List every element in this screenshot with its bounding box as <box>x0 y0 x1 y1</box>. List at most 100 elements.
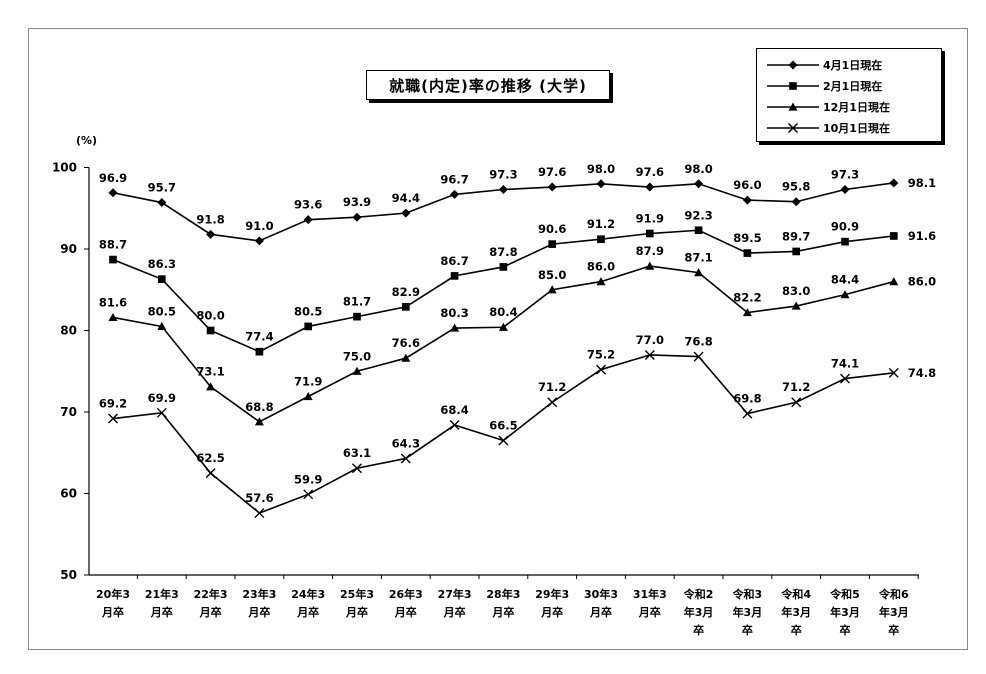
diamond-marker <box>303 215 313 225</box>
data-label: 91.2 <box>587 217 615 231</box>
data-label: 87.1 <box>684 251 712 265</box>
data-label: 89.5 <box>733 231 761 245</box>
triangle-marker <box>498 322 508 331</box>
diamond-marker <box>840 185 850 195</box>
y-tick-label: 70 <box>60 405 77 419</box>
x-tick-label: 年3月 <box>879 605 909 619</box>
triangle-marker <box>645 261 655 270</box>
diamond-marker <box>596 179 606 189</box>
x-tick-label: 卒 <box>791 623 802 637</box>
data-label: 92.3 <box>684 208 712 222</box>
data-label: 71.2 <box>782 380 810 394</box>
legend-label: 4月1日現在 <box>823 59 883 72</box>
diamond-marker <box>206 229 216 239</box>
x-marker <box>791 397 802 408</box>
x-tick-label: 月卒 <box>345 605 368 619</box>
data-label: 80.3 <box>440 306 468 320</box>
x-marker-stroke <box>352 463 362 474</box>
series-diamond: 96.9 95.7 91.8 91.0 93.6 93.9 94.4 96.7 97.3 97.6… <box>99 162 936 246</box>
square-marker <box>597 235 605 244</box>
diamond-marker <box>547 182 557 192</box>
x-tick-label: 卒 <box>693 623 704 637</box>
x-tick-label: 卒 <box>742 623 753 637</box>
series-line <box>112 265 895 423</box>
data-label: 76.6 <box>392 336 420 350</box>
x-tick-label: 月卒 <box>199 605 222 619</box>
data-label: 75.0 <box>343 349 371 363</box>
data-label: 69.9 <box>148 391 176 405</box>
data-label: 75.2 <box>587 348 615 362</box>
data-label: 98.0 <box>587 162 615 176</box>
legend-item-apr: 4月1日現在 <box>765 55 935 75</box>
triangle-marker <box>254 417 264 426</box>
x-tick-label: 月卒 <box>540 605 563 619</box>
x-marker-stroke <box>108 413 118 424</box>
triangle-marker <box>303 392 313 401</box>
x-marker-stroke <box>888 367 899 378</box>
triangle-marker <box>889 277 899 286</box>
data-label: 98.1 <box>908 176 936 190</box>
data-label: 86.0 <box>587 260 615 274</box>
x-tick-label: 月卒 <box>394 605 417 619</box>
x-tick-label: 令和3 <box>732 587 763 601</box>
data-label: 89.7 <box>782 229 810 243</box>
triangle-marker <box>157 321 167 331</box>
square-marker <box>255 347 264 356</box>
legend-item-dec: 12月1日現在 <box>765 97 935 117</box>
x-marker-stroke <box>449 420 460 431</box>
triangle-marker <box>450 323 460 332</box>
series-triangle: 81.6 80.5 73.1 68.8 71.9 75.0 76.6 80.3 80.4 85.0… <box>99 244 936 426</box>
data-label: 91.9 <box>636 212 664 226</box>
data-label: 80.5 <box>148 304 176 318</box>
x-marker <box>303 489 314 500</box>
y-tick-label: 80 <box>60 324 77 338</box>
data-label: 96.7 <box>440 172 468 186</box>
x-tick-label: 30年3 <box>584 587 618 601</box>
x-marker-stroke <box>791 397 802 408</box>
square-marker <box>889 232 898 240</box>
x-tick-label: 月卒 <box>247 605 270 619</box>
x-marker <box>888 367 899 378</box>
data-label: 87.8 <box>489 245 517 259</box>
diamond-marker <box>157 198 167 208</box>
x-tick-label: 月卒 <box>150 605 173 619</box>
data-label: 90.9 <box>831 220 859 234</box>
x-marker <box>352 463 362 474</box>
data-label: 87.9 <box>636 244 664 258</box>
data-label: 74.8 <box>908 366 936 380</box>
data-label: 82.2 <box>733 291 761 305</box>
data-label: 71.2 <box>538 380 566 394</box>
series-line <box>112 354 894 514</box>
x-marker-stroke <box>303 489 314 500</box>
data-label: 97.6 <box>636 165 664 179</box>
triangle-marker <box>401 353 411 362</box>
data-label: 59.9 <box>294 472 322 486</box>
x-tick-label: 月卒 <box>638 605 661 619</box>
data-label: 88.7 <box>99 238 127 252</box>
y-tick-label: 100 <box>52 161 77 175</box>
square-marker <box>645 229 654 238</box>
x-marker-stroke <box>547 397 558 408</box>
data-label: 80.0 <box>196 309 224 323</box>
x-marker-stroke <box>400 453 411 464</box>
x-marker-stroke <box>788 123 798 133</box>
square-marker <box>841 237 849 246</box>
data-label: 96.9 <box>99 171 127 185</box>
data-label: 95.7 <box>148 181 176 195</box>
triangle-marker <box>694 268 704 277</box>
x-tick-label: 令和6 <box>878 587 909 601</box>
triangle-marker <box>742 308 752 317</box>
diamond-marker <box>645 182 655 192</box>
x-marker-stroke <box>840 373 850 384</box>
data-label: 63.1 <box>343 446 371 460</box>
x-marker <box>596 364 606 375</box>
x-marker-stroke <box>156 407 167 418</box>
diamond-marker <box>450 189 460 199</box>
data-label: 93.6 <box>294 198 322 212</box>
square-marker <box>548 240 557 248</box>
x-marker <box>693 351 704 362</box>
x-tick-label: 月卒 <box>101 605 124 619</box>
triangle-marker <box>352 366 362 375</box>
triangle-marker <box>840 290 850 299</box>
